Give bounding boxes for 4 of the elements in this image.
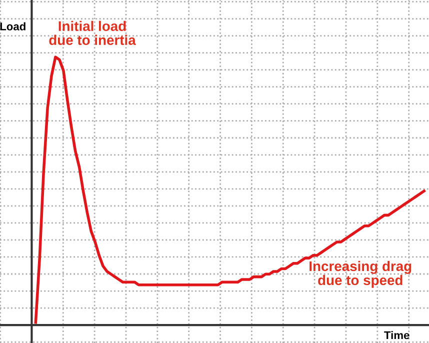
text: Initial load due to inertia — [49, 20, 136, 46]
annotation: Increasing drag due to speed — [310, 260, 412, 288]
y-axis-title: Load — [0, 22, 26, 30]
x-axis-title: Time — [384, 330, 410, 340]
